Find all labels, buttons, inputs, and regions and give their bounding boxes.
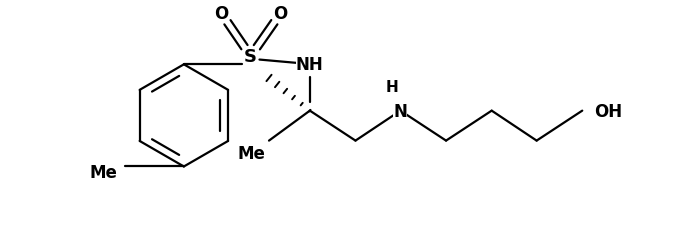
Text: Me: Me — [89, 163, 117, 181]
Text: NH: NH — [296, 56, 323, 74]
Text: O: O — [274, 5, 287, 23]
Text: N: N — [394, 102, 407, 120]
Text: O: O — [215, 5, 228, 23]
Text: S: S — [244, 48, 257, 66]
Text: H: H — [386, 80, 398, 95]
Text: OH: OH — [595, 102, 622, 120]
Text: Me: Me — [238, 144, 266, 162]
